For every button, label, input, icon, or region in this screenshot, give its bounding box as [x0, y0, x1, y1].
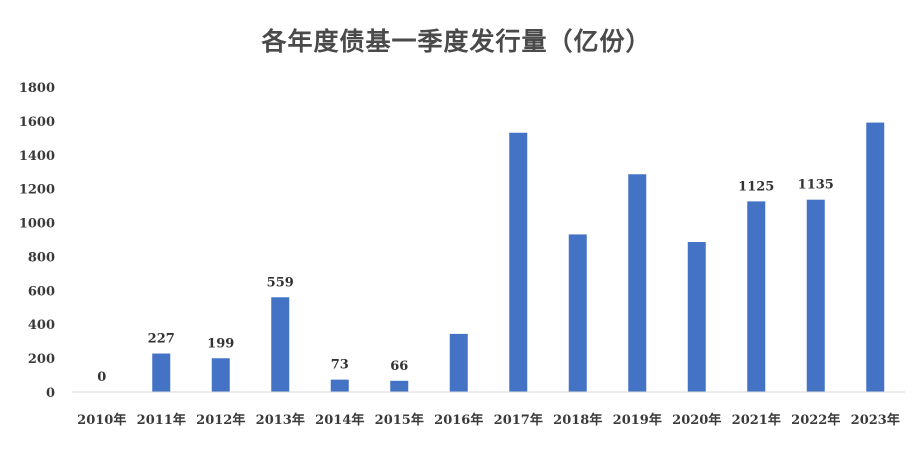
x-tick-label: 2023年	[851, 412, 900, 428]
bar	[747, 201, 766, 392]
chart-title: 各年度债基一季度发行量（亿份）	[261, 27, 652, 56]
y-tick-label: 200	[28, 352, 55, 367]
x-axis: 2010年 2011年 2012年 2013年 2014年 2015年 2016年 2017年…	[77, 412, 900, 428]
x-tick-label: 2020年	[672, 412, 721, 428]
bar	[509, 132, 528, 392]
y-tick-label: 1200	[19, 183, 55, 198]
y-tick-label: 600	[28, 284, 55, 299]
data-label: 0	[97, 370, 106, 385]
x-tick-label: 2021年	[732, 412, 781, 428]
data-label: 199	[207, 336, 234, 351]
x-tick-label: 2013年	[256, 412, 305, 428]
y-tick-label: 800	[28, 250, 55, 265]
bar	[211, 358, 230, 392]
x-tick-label: 2010年	[77, 412, 126, 428]
data-label: 559	[267, 275, 294, 290]
data-label: 1135	[798, 178, 834, 193]
data-label: 66	[390, 359, 408, 374]
bar	[806, 199, 825, 392]
y-tick-label: 1400	[19, 149, 55, 164]
x-tick-label: 2012年	[196, 412, 245, 428]
x-tick-label: 2011年	[137, 412, 186, 428]
data-labels: 0 227 199 559 73 66 1125 1135	[97, 178, 834, 385]
x-tick-label: 2019年	[613, 412, 662, 428]
bar	[866, 122, 885, 392]
data-label: 1125	[738, 179, 774, 194]
y-tick-label: 1600	[19, 115, 55, 130]
bar	[271, 297, 290, 392]
bar	[628, 174, 647, 392]
y-tick-label: 1000	[19, 217, 55, 232]
x-tick-label: 2017年	[494, 412, 543, 428]
bar	[330, 379, 349, 392]
data-label: 227	[148, 332, 175, 347]
data-label: 73	[331, 358, 349, 373]
bar	[568, 234, 587, 392]
bar	[449, 333, 468, 392]
y-tick-label: 1800	[19, 81, 55, 96]
x-tick-label: 2014年	[315, 412, 364, 428]
bar	[152, 353, 171, 392]
bar	[390, 380, 409, 392]
bar-series	[152, 122, 885, 392]
y-tick-label: 400	[28, 318, 55, 333]
x-tick-label: 2018年	[553, 412, 602, 428]
x-tick-label: 2016年	[434, 412, 483, 428]
y-tick-label: 0	[46, 386, 55, 401]
bar	[687, 242, 706, 392]
x-tick-label: 2015年	[375, 412, 424, 428]
x-tick-label: 2022年	[791, 412, 840, 428]
y-axis: 0 200 400 600 800 1000 1200 1400 1600 1800	[19, 81, 55, 401]
